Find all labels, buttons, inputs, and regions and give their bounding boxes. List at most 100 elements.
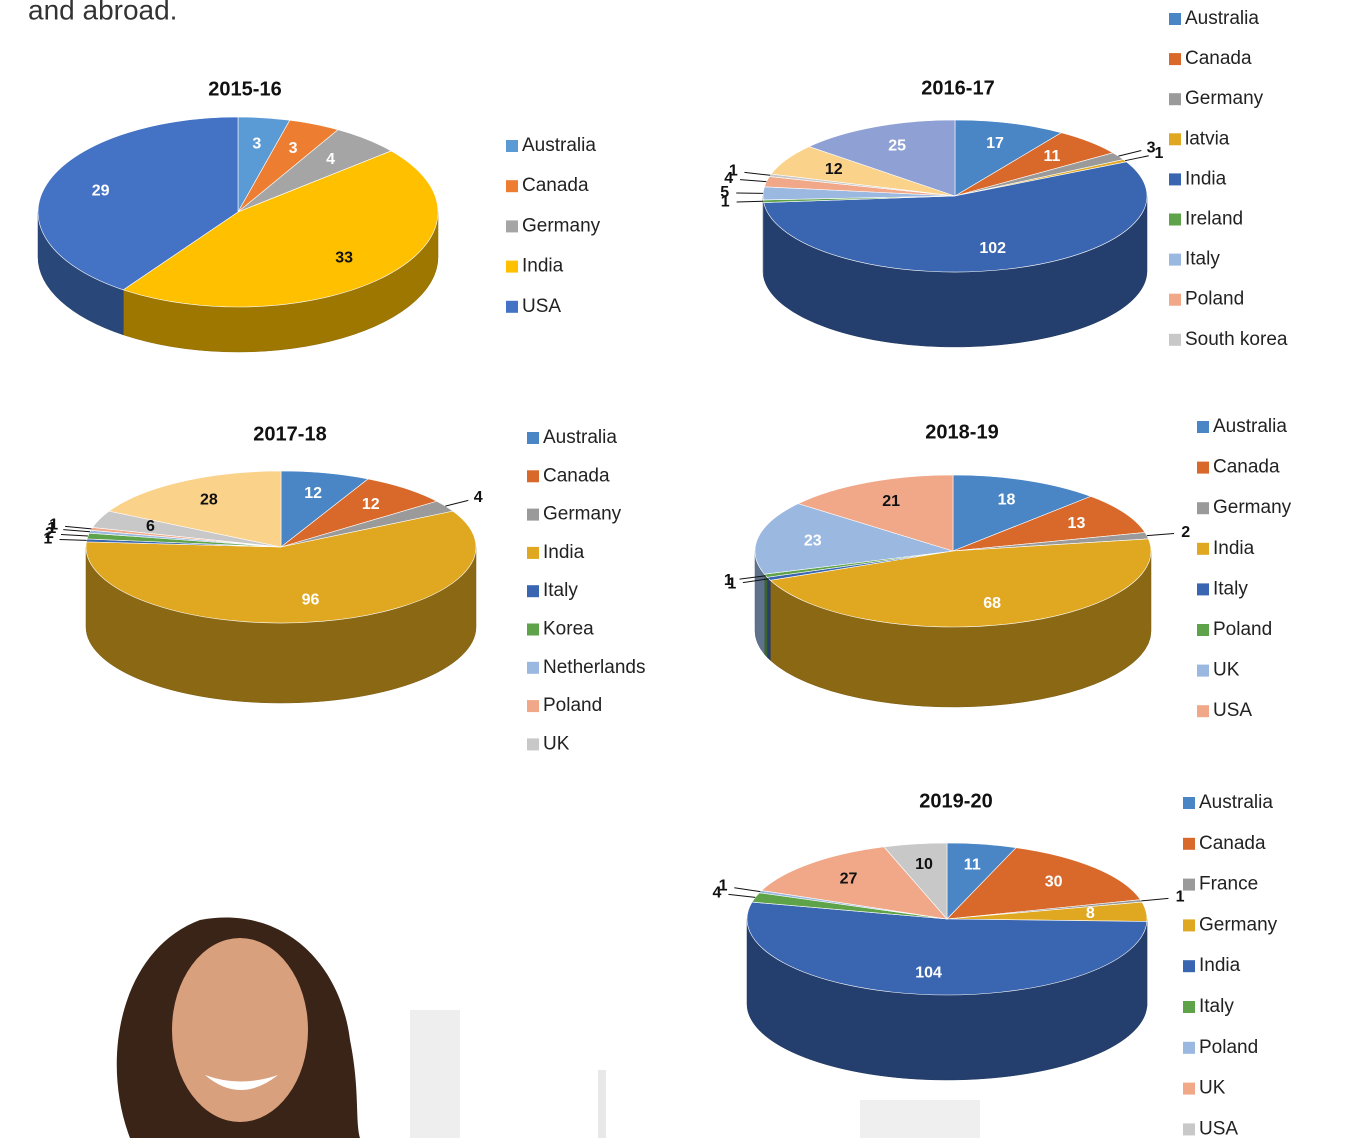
legend-swatch bbox=[1169, 133, 1181, 146]
data-label: 33 bbox=[335, 249, 353, 266]
legend-swatch bbox=[1183, 1123, 1195, 1136]
legend-swatch bbox=[1197, 624, 1209, 636]
legend-swatch bbox=[1169, 13, 1181, 25]
legend-swatch bbox=[1169, 53, 1181, 66]
face bbox=[172, 938, 308, 1122]
pie-slice bbox=[754, 503, 954, 575]
data-label: 11 bbox=[1043, 148, 1060, 165]
legend-label: India bbox=[1185, 168, 1227, 189]
leader-line bbox=[739, 575, 766, 580]
leader-line bbox=[1141, 897, 1169, 902]
pie-slice bbox=[952, 474, 1092, 552]
data-label: 1 bbox=[724, 572, 733, 589]
data-label: 13 bbox=[1068, 515, 1086, 532]
legend-swatch bbox=[1169, 173, 1181, 186]
data-label: 96 bbox=[302, 592, 320, 609]
data-label: 4 bbox=[712, 884, 721, 901]
data-label: 2 bbox=[45, 525, 54, 542]
legend-swatch bbox=[527, 508, 539, 521]
legend-swatch bbox=[506, 180, 518, 193]
smile bbox=[205, 1075, 278, 1090]
legend-label: Italy bbox=[1213, 578, 1248, 599]
legend-swatch bbox=[1169, 93, 1181, 106]
legend-swatch bbox=[1197, 542, 1209, 555]
legend-label: Poland bbox=[1185, 289, 1244, 310]
legend-label: latvia bbox=[1185, 128, 1230, 149]
legend-label: UK bbox=[1199, 1078, 1226, 1099]
leader-line bbox=[1118, 150, 1142, 157]
data-label: 1 bbox=[719, 877, 728, 894]
data-label: 11 bbox=[964, 856, 981, 873]
data-label: 102 bbox=[979, 240, 1006, 257]
legend-swatch bbox=[1183, 878, 1195, 891]
legend-label: Australia bbox=[1213, 416, 1287, 437]
leader-line bbox=[734, 887, 761, 893]
leader-line bbox=[445, 499, 469, 507]
pie-slice bbox=[797, 474, 954, 552]
legend-swatch bbox=[1197, 502, 1209, 515]
data-label: 5 bbox=[720, 184, 729, 201]
legend-label: Canada bbox=[1199, 833, 1266, 854]
pie-slice bbox=[769, 538, 1152, 628]
pie-slice bbox=[760, 846, 948, 920]
data-label: 10 bbox=[915, 856, 933, 873]
legend-label: Canada bbox=[522, 175, 589, 196]
chart-title: 2018-19 bbox=[925, 421, 998, 443]
pie-side bbox=[764, 573, 768, 658]
data-label: 12 bbox=[304, 485, 322, 502]
data-label: 1 bbox=[729, 162, 738, 179]
leader-line bbox=[736, 200, 764, 203]
data-label: 1 bbox=[43, 530, 52, 547]
legend-swatch bbox=[527, 546, 539, 559]
legend-swatch bbox=[1183, 1001, 1195, 1013]
leader-line bbox=[1124, 155, 1149, 162]
data-label: 1 bbox=[1155, 145, 1164, 162]
legend-label: Australia bbox=[1185, 8, 1259, 29]
legend-swatch bbox=[506, 300, 518, 313]
data-label: 6 bbox=[146, 518, 155, 535]
data-label: 21 bbox=[882, 493, 900, 510]
legend-swatch bbox=[1183, 837, 1195, 850]
charts: 2015-163 343329AustraliaCanadaGermanyIndi… bbox=[37, 8, 1292, 1138]
chart-title: 2016-17 bbox=[921, 77, 994, 99]
data-label: 29 bbox=[92, 183, 110, 200]
legend-label: Poland bbox=[543, 695, 602, 716]
legend-swatch bbox=[1169, 293, 1181, 306]
pie-slice bbox=[883, 842, 948, 920]
legend-label: Germany bbox=[1213, 497, 1292, 518]
legend-label: Italy bbox=[543, 580, 578, 601]
data-label: 12 bbox=[825, 161, 843, 178]
data-label: 1 bbox=[727, 576, 736, 593]
legend-swatch bbox=[527, 661, 539, 674]
pie-slice bbox=[763, 161, 1148, 273]
legend-label: Poland bbox=[1213, 619, 1272, 640]
data-label: 4 bbox=[724, 170, 733, 187]
data-label: 30 bbox=[1045, 873, 1063, 890]
legend-swatch bbox=[1169, 333, 1181, 346]
legend-label: India bbox=[522, 256, 564, 277]
data-label: 23 bbox=[804, 532, 822, 549]
leader-line bbox=[1146, 533, 1175, 537]
legend-label: Germany bbox=[522, 215, 601, 236]
legend-label: Italy bbox=[1185, 249, 1220, 270]
leader-line bbox=[65, 525, 92, 530]
pie-slice bbox=[108, 470, 282, 548]
legend-label: Germany bbox=[1185, 88, 1264, 109]
pie-slice bbox=[954, 119, 1063, 197]
data-label: 1 bbox=[721, 194, 730, 211]
chart-title: 2017-18 bbox=[253, 423, 326, 445]
legend-label: USA bbox=[1199, 1118, 1238, 1138]
pie-slice bbox=[85, 510, 477, 624]
leader-line bbox=[740, 179, 767, 183]
data-label: 3 bbox=[1147, 139, 1156, 156]
pie-slice bbox=[122, 150, 439, 308]
legend-swatch bbox=[1183, 960, 1195, 973]
legend-label: Poland bbox=[1199, 1037, 1258, 1058]
legend-label: South korea bbox=[1185, 329, 1288, 350]
legend-label: Australia bbox=[522, 135, 596, 156]
leader-line bbox=[60, 534, 89, 537]
data-label: 12 bbox=[362, 496, 380, 513]
legend-label: India bbox=[543, 542, 585, 563]
legend-swatch bbox=[1169, 213, 1181, 226]
data-label: 25 bbox=[888, 138, 906, 155]
